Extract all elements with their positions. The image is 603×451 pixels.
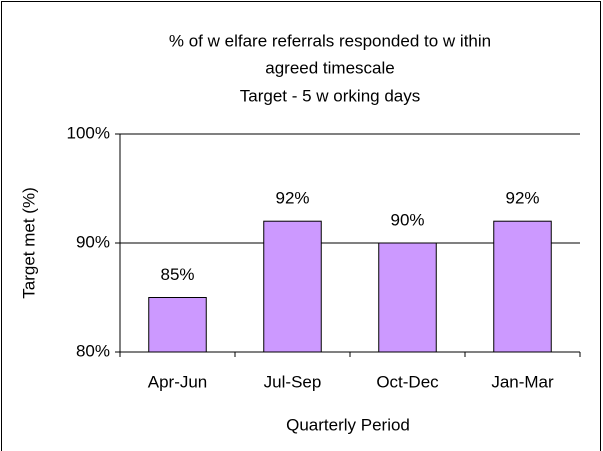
data-label: 90% — [390, 210, 424, 229]
bar — [493, 220, 552, 353]
x-tick-label: Oct-Dec — [376, 372, 439, 391]
bar — [378, 242, 437, 353]
y-tick-label: 80% — [76, 341, 110, 360]
x-tick-label: Jan-Mar — [491, 372, 554, 391]
data-label: 92% — [505, 189, 539, 208]
data-label: 85% — [160, 265, 194, 284]
chart-title: Target - 5 w orking days — [240, 86, 420, 105]
y-tick-label: 90% — [76, 232, 110, 251]
chart-title: % of w elfare referrals responded to w i… — [169, 31, 491, 50]
x-tick-label: Jul-Sep — [264, 372, 322, 391]
y-tick-label: 100% — [67, 123, 110, 142]
bar — [148, 297, 207, 353]
x-axis-title: Quarterly Period — [286, 415, 410, 434]
x-tick-label: Apr-Jun — [148, 372, 208, 391]
bar — [263, 220, 322, 353]
data-label: 92% — [275, 189, 309, 208]
chart-title: agreed timescale — [265, 58, 394, 77]
y-axis-title: Target met (%) — [19, 187, 38, 298]
